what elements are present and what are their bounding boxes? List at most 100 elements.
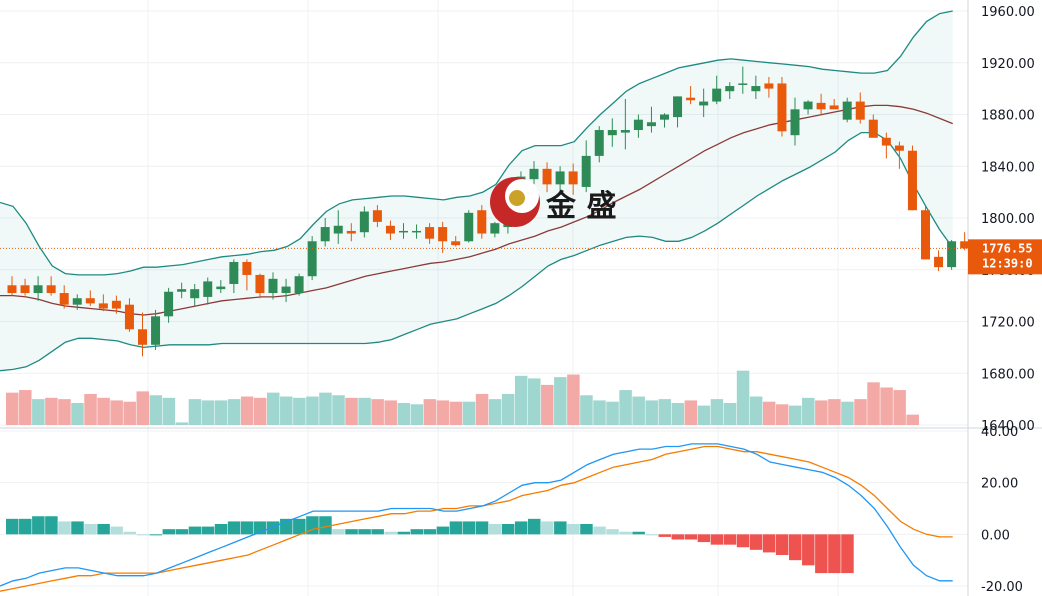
volume-bar	[775, 404, 789, 425]
volume-bar	[906, 414, 919, 425]
volume-bar	[828, 399, 841, 425]
volume-bar	[97, 397, 110, 425]
candle-body	[425, 227, 435, 239]
volume-bar	[736, 370, 750, 425]
volume-bar	[110, 400, 123, 425]
volume-bar	[710, 399, 724, 425]
candle-body	[203, 281, 213, 297]
candle-body	[46, 285, 56, 294]
volume-bar	[671, 403, 685, 425]
candle-body	[725, 86, 735, 92]
candle-body	[307, 241, 317, 277]
macd-histogram-bar	[449, 521, 463, 535]
candle-body	[907, 150, 917, 211]
volume-bar	[684, 400, 698, 425]
macd-histogram-bar	[775, 534, 789, 555]
volume-bar	[606, 401, 619, 425]
macd-histogram-bar	[201, 526, 215, 535]
candle-body	[85, 298, 95, 304]
macd-histogram-bar	[162, 529, 176, 535]
volume-bar	[6, 392, 19, 425]
candle-body	[751, 86, 761, 92]
candle-body	[72, 298, 82, 305]
candle-body	[894, 145, 904, 151]
macd-histogram-bar	[671, 534, 685, 540]
candle-body	[216, 286, 226, 290]
candle-body	[594, 130, 604, 156]
macd-histogram-bar	[319, 516, 332, 535]
candle-body	[151, 316, 161, 345]
volume-bar	[384, 400, 397, 425]
last-price-label: 1776.55	[982, 241, 1033, 255]
macd-histogram-bar	[475, 521, 489, 535]
price-tick-label: 1960.00	[981, 5, 1035, 20]
macd-histogram-bar	[488, 524, 502, 535]
candle-body	[620, 130, 630, 133]
volume-bar	[658, 399, 671, 425]
candle-body	[451, 241, 461, 246]
volume-bar	[749, 396, 763, 425]
logo-coin-circle	[509, 190, 525, 206]
macd-histogram-bar	[214, 524, 228, 535]
candle-body	[490, 223, 500, 234]
bollinger-upper	[0, 10, 953, 276]
candle-body	[934, 256, 944, 268]
macd-histogram-bar	[501, 524, 515, 535]
volume-bar	[293, 397, 306, 425]
macd-histogram-bar	[149, 534, 163, 536]
volume-bar	[436, 400, 450, 425]
price-tick-label: 1720.00	[981, 316, 1035, 331]
volume-bar	[345, 397, 358, 425]
macd-histogram-bar	[384, 531, 397, 535]
candle-body	[646, 122, 656, 127]
macd-histogram-bar	[71, 521, 84, 535]
volume-bar	[58, 399, 71, 425]
volume-bar	[789, 405, 802, 425]
macd-histogram-bar	[684, 534, 698, 540]
macd-histogram-bar	[136, 534, 149, 536]
candle-body	[98, 303, 108, 309]
candle-body	[346, 230, 356, 234]
candle-body	[829, 105, 839, 110]
volume-bar	[32, 399, 45, 425]
volume-bar	[253, 397, 267, 425]
volume-bar	[371, 399, 384, 425]
volume-bar	[332, 395, 345, 425]
candle-body	[947, 241, 957, 268]
macd-histogram-bar	[306, 516, 319, 535]
candle-body	[320, 227, 330, 242]
candle-body	[712, 88, 722, 102]
macd-panel	[0, 443, 953, 592]
macd-histogram-bar	[410, 529, 424, 535]
candle-body	[359, 211, 369, 233]
volume-bar	[84, 393, 97, 425]
volume-bar	[45, 397, 58, 425]
price-tick-label: 1840.00	[981, 160, 1035, 175]
macd-histogram-bar	[723, 534, 737, 545]
candle-body	[399, 230, 408, 233]
volume-bar	[567, 374, 580, 425]
candle-body	[229, 261, 239, 284]
volume-bar	[488, 399, 502, 425]
volume-bar	[19, 390, 32, 425]
candle-body	[412, 230, 422, 233]
macd-histogram-bar	[332, 529, 345, 535]
candle-body	[177, 289, 187, 292]
volume-bar	[723, 403, 737, 425]
macd-histogram-bar	[580, 524, 593, 535]
candlesticks	[7, 66, 970, 357]
candle-body	[764, 83, 774, 89]
candle-body	[464, 212, 474, 242]
macd-histogram-bar	[6, 518, 19, 535]
macd-histogram-bar	[110, 526, 123, 535]
candle-body	[960, 241, 970, 249]
volume-bar	[227, 399, 241, 425]
volume-bar	[319, 392, 332, 425]
volume-bar	[880, 387, 893, 425]
macd-histogram-bar	[749, 534, 763, 550]
candle-body	[790, 109, 800, 136]
candle-body	[855, 101, 865, 120]
price-tick-label: 1920.00	[981, 57, 1035, 72]
macd-histogram-bar	[697, 534, 711, 543]
